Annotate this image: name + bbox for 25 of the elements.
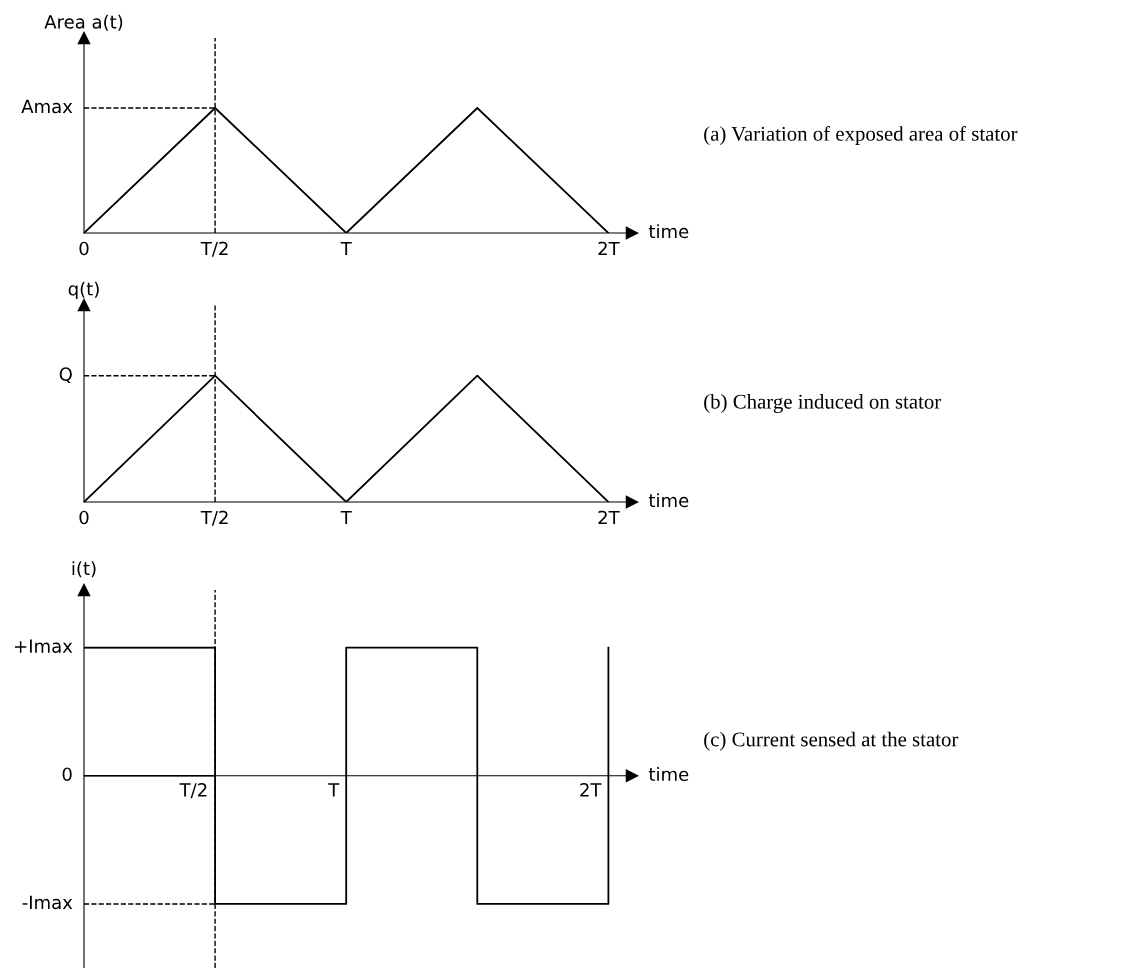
ref-line-label: Q <box>59 367 72 384</box>
x-axis-title: time <box>648 493 689 508</box>
ref-line-label: 0 <box>62 767 72 782</box>
ref-line-label: -Imax <box>22 895 73 910</box>
y-axis-title: Area a(t) <box>44 14 123 31</box>
x-tick-label: 2T <box>598 510 620 525</box>
x-axis-title: time <box>648 767 689 782</box>
x-tick-label: 0 <box>79 510 89 525</box>
x-tick-label: 2T <box>580 783 602 797</box>
x-tick-label: 2T <box>598 241 620 256</box>
x-tick-label: 0 <box>79 241 89 256</box>
ref-line-label: Amax <box>21 99 73 114</box>
text: (a) Variation of exposed area of stator <box>704 125 1018 146</box>
x-tick-label: T <box>340 241 352 256</box>
text: (c) Current sensed at the stator <box>704 731 959 751</box>
x-tick-label: T <box>328 783 340 797</box>
x-tick-label: T/2 <box>179 783 207 799</box>
y-axis-title: i(t) <box>72 561 96 578</box>
x-tick-label: T/2 <box>200 510 228 526</box>
ref-line-label: +Imax <box>15 639 73 653</box>
x-axis-title: time <box>648 224 689 239</box>
x-tick-label: T/2 <box>200 241 228 257</box>
text: (b) Charge induced on stator <box>704 394 942 413</box>
y-axis-title: q(t) <box>68 281 99 300</box>
x-tick-label: T <box>340 510 352 525</box>
